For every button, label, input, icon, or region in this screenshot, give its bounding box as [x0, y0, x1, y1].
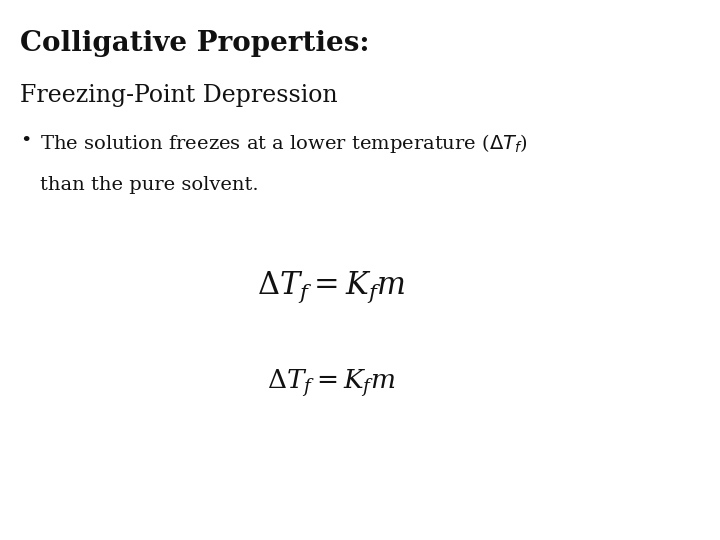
Text: •: • — [20, 132, 32, 150]
Text: $\Delta T_f = K_f m$: $\Delta T_f = K_f m$ — [257, 270, 405, 305]
Text: Colligative Properties:: Colligative Properties: — [20, 30, 369, 57]
Text: Freezing-Point Depression: Freezing-Point Depression — [20, 84, 338, 107]
Text: than the pure solvent.: than the pure solvent. — [40, 176, 258, 193]
Text: The solution freezes at a lower temperature ($\Delta T_f$): The solution freezes at a lower temperat… — [40, 132, 527, 156]
Text: $\Delta T_f = K_f m$: $\Delta T_f = K_f m$ — [267, 367, 395, 399]
